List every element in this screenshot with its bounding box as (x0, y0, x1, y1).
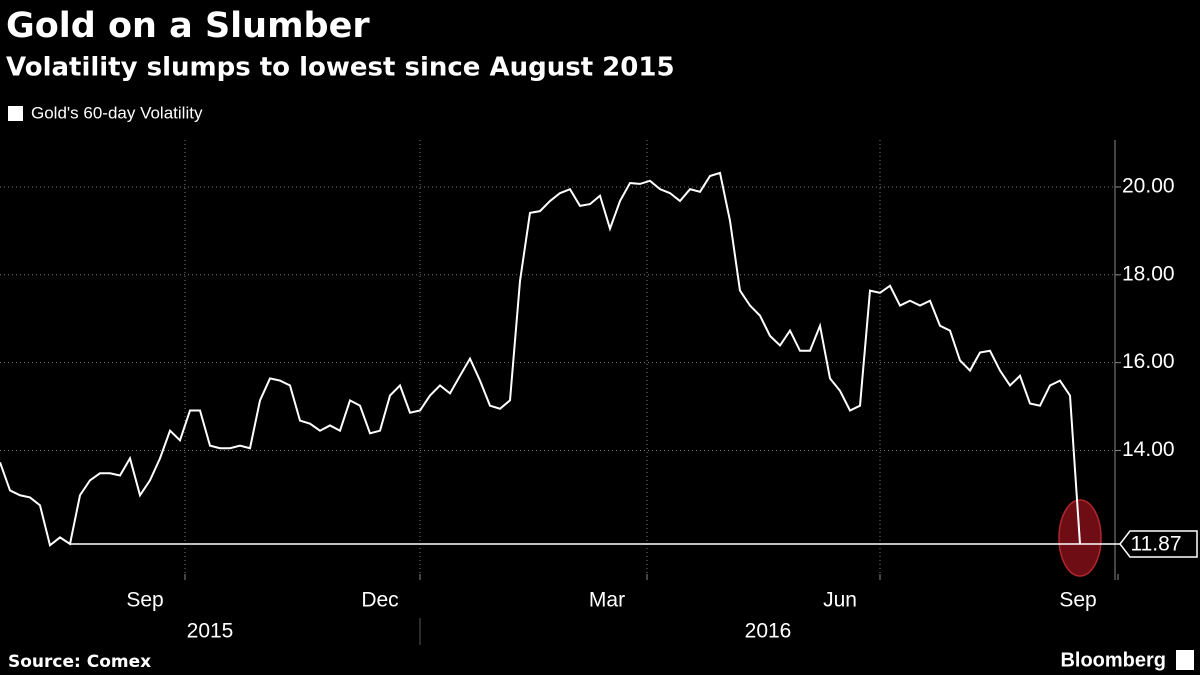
brand: Bloomberg (1060, 649, 1166, 671)
x-tick-label: Mar (589, 589, 625, 612)
x-tick-label: Jun (823, 589, 857, 612)
y-tick-label: 16.00 (1122, 350, 1175, 373)
chart-subtitle: Volatility slumps to lowest since August… (6, 53, 675, 83)
legend-swatch (8, 106, 23, 121)
brand-icon (1176, 650, 1194, 670)
x-tick-label: Sep (1059, 589, 1096, 612)
callout-label: 11.87 (1131, 533, 1182, 556)
x-tick-label: Sep (126, 589, 163, 612)
x-tick-label: Dec (361, 589, 398, 612)
y-tick-label: 20.00 (1122, 175, 1175, 198)
legend-label: Gold's 60-day Volatility (31, 103, 203, 122)
line (0, 171, 1081, 548)
chart-title: Gold on a Slumber (6, 6, 370, 46)
y-tick-label: 14.00 (1122, 438, 1175, 461)
year-label: 2015 (187, 620, 234, 643)
y-tick-label: 18.00 (1122, 262, 1175, 285)
year-label: 2016 (745, 620, 792, 643)
source: Source: Comex (8, 652, 151, 672)
callout-box (1119, 530, 1198, 558)
